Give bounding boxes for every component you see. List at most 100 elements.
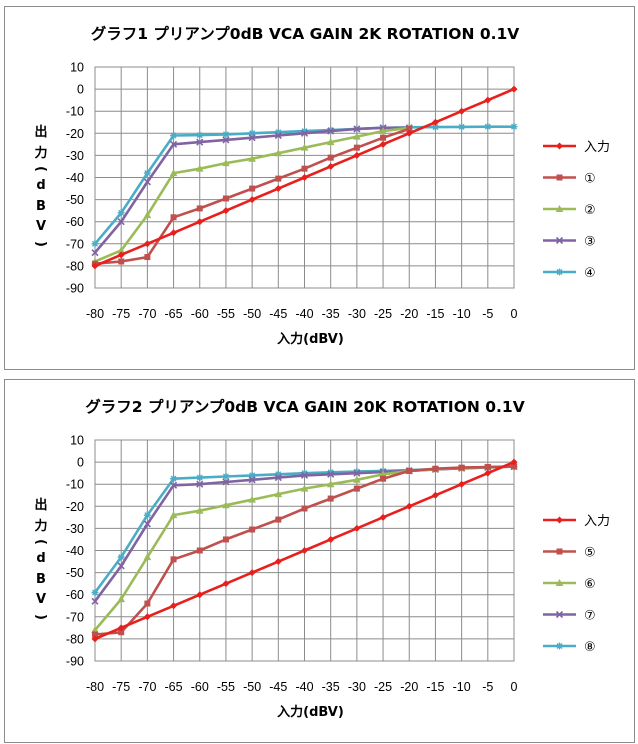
- chart-1-legend-marker-3: [555, 236, 564, 245]
- chart-2-series-0-point: [379, 513, 387, 521]
- chart-2-series-4-point: [301, 469, 308, 477]
- chart-2-series-0-point: [301, 547, 308, 554]
- chart-1-series-2-point: [143, 211, 152, 219]
- chart-1-series-1-point: [222, 195, 229, 202]
- chart-2-series-3-point: [248, 476, 256, 484]
- chart-1-x-tick-label: -40: [295, 307, 313, 321]
- chart-1-y-axis-label-char: ): [33, 241, 48, 247]
- chart-2-x-tick-label: -5: [482, 680, 493, 694]
- chart-1-series-1-point: [196, 205, 203, 212]
- chart-2-y-tick-label: 0: [77, 456, 84, 470]
- chart-2-y-tick-label: -30: [66, 522, 84, 536]
- chart-1-legend-item-2: ②: [543, 203, 596, 218]
- chart-2-series-0-point: [327, 535, 335, 543]
- chart-2-legend-item-2: ⑥: [543, 577, 596, 592]
- chart-1-series-0-point: [248, 196, 256, 204]
- chart-2-series-1-point: [275, 516, 282, 523]
- chart-2-series-1-point: [92, 631, 98, 638]
- chart-1-x-tick-label: 0: [511, 307, 518, 321]
- chart-2-legend-marker-3: [555, 610, 564, 619]
- chart-1-series-4-point: [431, 123, 439, 131]
- chart-1-y-axis-label-char: d: [36, 178, 45, 193]
- chart-1-x-tick-label: -20: [400, 307, 418, 321]
- chart-1-legend-item-1: ①: [543, 172, 596, 187]
- chart-2-series-1-point: [380, 475, 387, 482]
- chart-1-x-tick-label: -30: [348, 307, 366, 321]
- chart-2-series-0-point: [274, 558, 282, 566]
- chart-2-series-2-point: [274, 490, 283, 498]
- chart-1-series-3-point: [117, 218, 125, 226]
- chart-1-x-tick-label: -45: [269, 307, 287, 321]
- chart-2-series-0-point: [91, 635, 99, 643]
- chart-2-series-4-point: [91, 588, 99, 596]
- chart-2-series-0-point: [484, 469, 492, 477]
- chart-1-y-tick-label: -70: [66, 237, 84, 251]
- chart-2-series-2-point: [353, 475, 361, 483]
- chart-2-x-tick-label: -75: [112, 680, 130, 694]
- chart-1-legend-item-4: ④: [543, 266, 596, 281]
- chart-1-series-3-point: [327, 127, 335, 135]
- chart-2-series-2-point: [248, 495, 256, 503]
- chart-2-series-4-point: [222, 472, 230, 480]
- chart-1-y-tick-label: -20: [66, 127, 84, 141]
- chart-2-y-tick-label: -50: [66, 566, 84, 580]
- chart-2-series-2-point: [169, 511, 178, 519]
- chart-1-series-0-point: [353, 151, 361, 159]
- chart-2-series-3-point: [274, 474, 282, 482]
- chart-2-series-0-point: [458, 480, 466, 488]
- chart-2-x-tick-label: -50: [243, 680, 261, 694]
- chart-2-x-tick-label: -20: [400, 680, 418, 694]
- chart-1-y-axis-label-char: B: [36, 199, 46, 214]
- chart-2-series-1-point: [144, 600, 151, 607]
- chart-2-legend-marker-1: [556, 548, 563, 555]
- chart-2-series-3-point: [353, 469, 361, 477]
- chart-1-series-4-point: [248, 129, 256, 137]
- chart-2-series-1-point: [222, 536, 229, 543]
- chart-2-y-axis-label-char: 力: [34, 518, 47, 534]
- chart-2-legend-marker-2: [555, 579, 564, 586]
- chart-1-series-4-point: [301, 127, 308, 135]
- chart-1-series-0-point: [143, 240, 151, 248]
- chart-1-series-4-point: [91, 240, 99, 248]
- chart-1-series-3-point: [169, 140, 178, 148]
- chart-1-series-1-point: [301, 165, 308, 172]
- chart-1-series-3: [91, 124, 413, 257]
- chart-1-series-2-point: [379, 127, 387, 135]
- chart-1-legend-label-2: ②: [584, 203, 596, 218]
- chart-1-series-0-point: [405, 129, 413, 137]
- chart-1-series-2-point: [117, 246, 125, 254]
- chart-2-series-4-point: [143, 511, 151, 519]
- chart-1-series-0-point: [510, 85, 518, 93]
- chart-2-x-tick-label: -15: [426, 680, 444, 694]
- chart-1-series-0-point: [274, 185, 282, 193]
- chart-2-legend-item-3: ⑦: [543, 609, 596, 624]
- chart-1-series-4-point: [274, 128, 282, 136]
- chart-2-legend-label-0: 入力: [584, 514, 610, 529]
- chart-2-series-2-point: [300, 484, 309, 492]
- chart-1-series-1-point: [327, 154, 334, 161]
- chart-1-series-0-point: [379, 140, 387, 148]
- chart-1-x-tick-label: -25: [374, 307, 392, 321]
- chart-2-x-tick-label: -25: [374, 680, 392, 694]
- chart-2-y-axis-label-char: B: [36, 572, 46, 587]
- chart-2-series-2-point: [117, 595, 125, 603]
- chart-1-series-4-point: [196, 131, 204, 139]
- chart-2-series-1-point: [484, 463, 491, 470]
- chart-2-y-tick-label: -10: [66, 478, 84, 492]
- chart-2-series-0-point: [117, 624, 125, 632]
- chart-2-series-1-point: [301, 505, 308, 512]
- chart-2-series-4-point: [170, 475, 178, 483]
- chart-1-legend-label-0: 入力: [584, 140, 610, 155]
- chart-2-series-2-point: [143, 553, 152, 561]
- chart-1-series-4-point: [117, 209, 125, 217]
- chart-2-y-axis-label-char: V: [36, 592, 46, 607]
- chart-2-y-axis-label-char: (: [33, 539, 48, 545]
- chart-2-x-tick-label: -70: [138, 680, 156, 694]
- chart-1-series-0-point: [117, 251, 125, 259]
- chart-2-series-1: [92, 463, 517, 638]
- chart-2-x-axis-label: 入力(dBV): [277, 704, 344, 720]
- chart-1-series-2-point: [274, 149, 283, 157]
- chart-2-series-0-point: [196, 591, 204, 599]
- chart-1-x-tick-label: -35: [322, 307, 340, 321]
- chart-2-series-1-point: [406, 467, 413, 474]
